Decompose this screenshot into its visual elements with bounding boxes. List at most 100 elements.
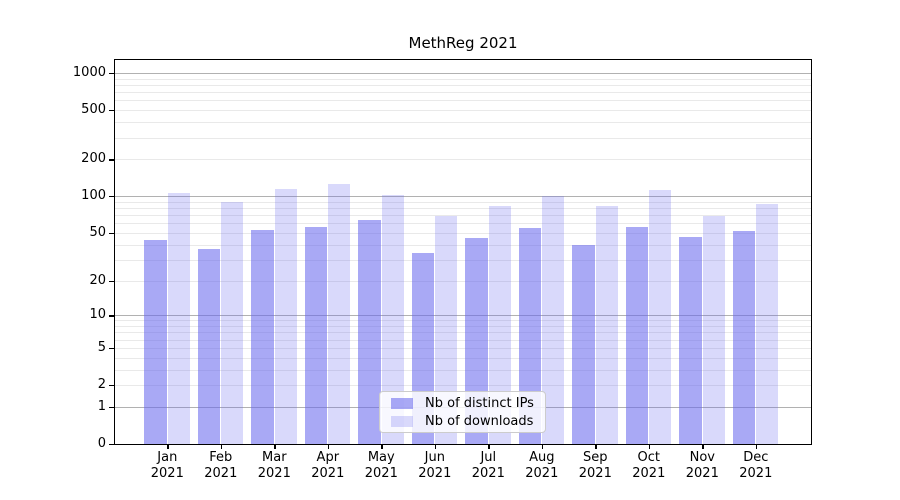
y-tick-label: 2 (97, 377, 106, 392)
legend-swatch-ips (391, 397, 413, 409)
gridline-minor (115, 92, 811, 94)
y-tick-mark (109, 72, 114, 75)
x-tick-label: Dec 2021 (739, 450, 773, 481)
gridline-minor (115, 347, 811, 349)
gridline-minor (115, 357, 811, 359)
legend-label-distinct-ips: Nb of distinct IPs (425, 395, 534, 411)
bar-downloads-aug (542, 195, 565, 444)
gridline-minor (115, 223, 811, 225)
bar-downloads-feb (221, 201, 244, 444)
bar-distinct-ips-feb (197, 248, 221, 444)
x-tick-label: Oct 2021 (632, 450, 666, 481)
bar-downloads-may (381, 194, 404, 444)
bars-layer (115, 60, 811, 444)
x-tick-mark (488, 445, 490, 449)
x-tick-mark (702, 445, 704, 449)
x-tick-mark (434, 445, 437, 449)
bar-distinct-ips-aug (518, 227, 542, 444)
plot-area: Nb of distinct IPs Nb of downloads (114, 59, 812, 445)
y-tick-mark (109, 159, 114, 161)
y-tick-label: 1 (97, 398, 106, 414)
gridline-minor (115, 78, 811, 80)
bar-distinct-ips-apr (304, 226, 328, 444)
y-tick-mark (109, 385, 114, 387)
x-tick-mark (648, 445, 651, 449)
bar-downloads-apr (328, 184, 351, 444)
x-tick-label: Feb 2021 (204, 450, 238, 481)
legend-item-downloads: Nb of downloads (388, 414, 537, 429)
bar-downloads-dec (756, 203, 779, 444)
legend: Nb of distinct IPs Nb of downloads (379, 391, 546, 433)
gridline-minor (115, 215, 811, 217)
gridline-minor (115, 232, 811, 234)
y-tick-mark (109, 232, 114, 235)
x-tick-mark (220, 445, 223, 449)
y-tick-label: 0 (97, 436, 106, 451)
bar-downloads-mar (274, 189, 297, 444)
y-tick-mark (109, 406, 114, 409)
legend-item-distinct-ips: Nb of distinct IPs (388, 396, 537, 411)
bar-distinct-ips-dec (732, 230, 756, 444)
bar-distinct-ips-oct (625, 226, 649, 444)
x-tick-label: Sep 2021 (578, 450, 612, 481)
x-tick-mark (595, 445, 597, 449)
x-tick-mark (755, 445, 758, 449)
bar-downloads-jun (435, 215, 458, 444)
gridline-minor (115, 339, 811, 341)
gridline-minor (115, 100, 811, 102)
bar-distinct-ips-mar (251, 229, 274, 444)
bar-downloads-oct (649, 189, 672, 444)
gridlines-layer (115, 60, 811, 444)
x-tick-mark (274, 445, 276, 449)
x-tick-label: Mar 2021 (257, 450, 291, 481)
bar-distinct-ips-sep (572, 244, 595, 444)
bar-downloads-sep (595, 206, 618, 444)
y-tick-label: 200 (81, 151, 106, 167)
y-tick-label: 5 (97, 339, 106, 355)
y-tick-label: 500 (81, 102, 106, 118)
y-tick-mark (109, 196, 114, 198)
x-tick-mark (381, 445, 383, 449)
bar-downloads-jul (488, 206, 511, 444)
gridline-minor (115, 369, 811, 371)
y-tick-mark (109, 280, 114, 282)
bar-distinct-ips-jan (144, 239, 167, 444)
gridline-major (115, 315, 811, 317)
y-tick-mark (109, 110, 114, 112)
x-tick-label: Nov 2021 (685, 450, 719, 481)
x-tick-label: Aug 2021 (525, 450, 559, 481)
x-tick-label: May 2021 (364, 450, 398, 481)
gridline-minor (115, 244, 811, 246)
x-tick-label: Apr 2021 (311, 450, 345, 481)
y-tick-label: 20 (89, 272, 106, 288)
gridline-minor (115, 259, 811, 261)
gridline-minor (115, 110, 811, 112)
gridline-minor (115, 201, 811, 203)
legend-swatch-downloads (391, 415, 413, 427)
y-axis-labels: 1000 500 200 100 50 20 10 5 2 1 0 (0, 60, 106, 451)
x-tick-label: Jun 2021 (418, 450, 452, 481)
bar-downloads-nov (702, 215, 725, 444)
x-tick-mark (327, 445, 330, 449)
y-tick-mark (109, 444, 114, 446)
chart-title: MethReg 2021 (408, 34, 518, 52)
gridline-major (115, 72, 811, 74)
gridline-major (115, 196, 811, 198)
y-tick-label: 50 (89, 224, 106, 240)
gridline-minor (115, 137, 811, 139)
bar-distinct-ips-nov (679, 237, 702, 444)
gridline-minor (115, 159, 811, 161)
y-tick-mark (109, 315, 114, 317)
y-tick-mark (109, 347, 114, 350)
y-tick-label: 10 (89, 307, 106, 323)
x-tick-label: Jan 2021 (150, 450, 184, 481)
x-tick-label: Jul 2021 (471, 450, 505, 481)
x-tick-mark (167, 445, 169, 449)
gridline-minor (115, 385, 811, 386)
y-tick-label: 1000 (72, 64, 106, 80)
gridline-minor (115, 326, 811, 327)
y-tick-label: 100 (81, 188, 106, 204)
gridline-minor (115, 122, 811, 124)
gridline-minor (115, 84, 811, 86)
